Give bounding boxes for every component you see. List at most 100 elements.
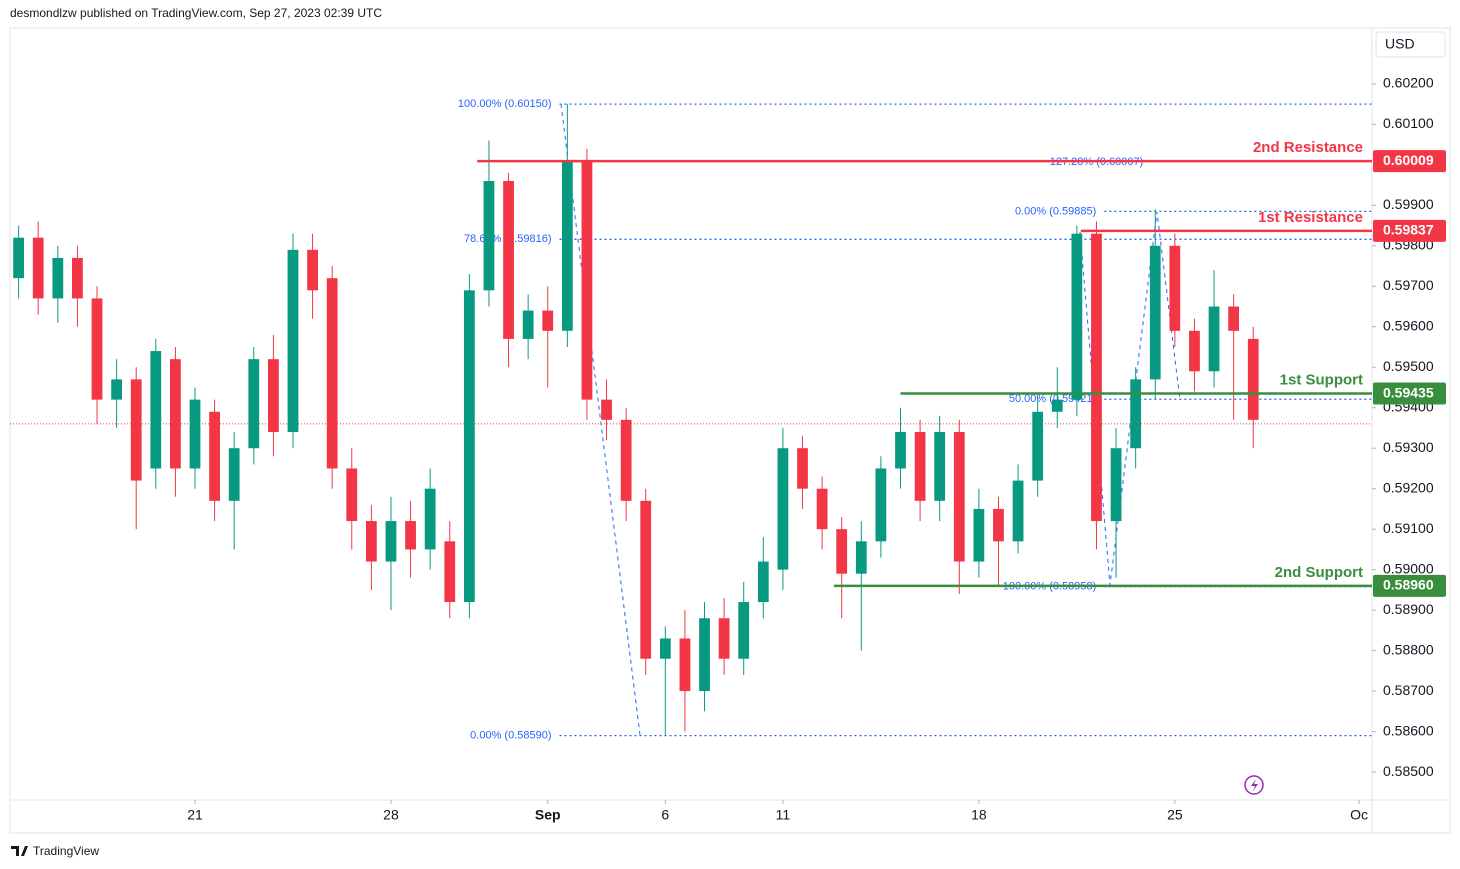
candle-body: [855, 541, 867, 574]
level-badge: [1373, 150, 1446, 173]
candle-body: [836, 529, 848, 574]
chart-frame: [9, 27, 1451, 834]
candle-body: [1228, 306, 1240, 331]
candle-body: [699, 618, 710, 692]
candle-body: [522, 310, 534, 339]
level-name: 2nd Support: [1275, 564, 1363, 581]
level-badge: [1373, 382, 1446, 405]
x-tick-label: Oc: [1350, 807, 1368, 823]
candle-body: [287, 249, 299, 433]
candle-body: [718, 618, 730, 659]
candle-body: [150, 351, 162, 469]
level-badge-label: 0.59435: [1383, 384, 1434, 400]
candle-body: [72, 257, 83, 299]
candle-body: [1051, 399, 1063, 412]
level-name: 1st Support: [1280, 372, 1363, 389]
candle-body: [914, 432, 926, 501]
candle-body: [111, 379, 122, 400]
candle-body: [875, 468, 887, 542]
candle-body: [1149, 245, 1161, 380]
candle-body: [1012, 480, 1024, 542]
level-badge-label: 0.58960: [1383, 577, 1434, 593]
candle-body: [52, 257, 64, 299]
candle-body: [679, 638, 691, 692]
x-tick-label: Sep: [535, 807, 561, 823]
candle-body: [32, 237, 44, 299]
candle-body: [130, 379, 142, 481]
logo-text: TradingView: [33, 844, 99, 858]
candle-body: [953, 432, 965, 562]
candle-body: [444, 541, 456, 603]
candle-body: [483, 181, 495, 291]
x-tick-label: 28: [383, 807, 399, 823]
x-tick-label: 21: [187, 807, 203, 823]
candle-body: [228, 448, 240, 501]
currency-box[interactable]: [1375, 31, 1446, 58]
candle-body: [620, 419, 632, 501]
candle-body: [307, 249, 318, 291]
y-tick-label: 0.60100: [1383, 115, 1434, 131]
candle-body: [581, 160, 593, 400]
candle-body: [248, 359, 260, 449]
candle-body: [326, 278, 338, 469]
fib-connectors: [560, 103, 1181, 736]
y-tick-label: 0.58600: [1383, 722, 1434, 738]
candle-body: [1189, 330, 1200, 372]
candle-body: [1169, 245, 1181, 331]
candle-body: [816, 488, 828, 530]
candle-body: [463, 290, 475, 603]
candle-body: [777, 448, 789, 570]
y-tick-label: 0.59700: [1383, 277, 1434, 293]
level-badge: [1373, 574, 1446, 597]
candle-body: [503, 181, 514, 339]
candle-body: [1091, 233, 1102, 522]
candle-body: [757, 561, 769, 603]
fib-label: 0.00% (0.58590): [470, 730, 551, 742]
candle-body: [640, 500, 652, 659]
level-badge-label: 0.60009: [1383, 152, 1434, 168]
candle-body: [1208, 306, 1220, 372]
candle-body: [934, 432, 946, 501]
candle-body: [267, 359, 279, 433]
level-badge-label: 0.59837: [1383, 222, 1434, 238]
y-tick-label: 0.59500: [1383, 358, 1434, 374]
y-tick-label: 0.58500: [1383, 763, 1434, 779]
candle-body: [365, 521, 377, 562]
alert-bolt: [1251, 779, 1258, 791]
y-tick-label: 0.58700: [1383, 682, 1434, 698]
footer-logo: TradingView: [11, 844, 99, 858]
x-tick-label: 25: [1167, 807, 1183, 823]
candle-body: [424, 488, 436, 550]
candle-body: [209, 411, 220, 501]
candle-body: [601, 399, 612, 420]
alert-circle[interactable]: [1244, 775, 1264, 795]
candle-body: [91, 298, 103, 400]
candle-body: [738, 602, 750, 659]
currency: USD: [1385, 36, 1415, 52]
y-tick-label: 0.59300: [1383, 439, 1434, 455]
y-tick-label: 0.59600: [1383, 317, 1434, 333]
y-tick-label: 0.59000: [1383, 560, 1434, 576]
candle-body: [385, 521, 397, 562]
x-tick-label: 11: [776, 807, 791, 823]
candle-body: [659, 638, 671, 659]
candle-body: [1247, 338, 1259, 420]
candle-body: [1110, 448, 1122, 522]
fib-label: 0.00% (0.59885): [1015, 205, 1096, 217]
y-tick-label: 0.58900: [1383, 601, 1434, 617]
candle-body: [405, 521, 416, 550]
candle-body: [797, 448, 808, 489]
y-tick-label: 0.60200: [1383, 75, 1434, 91]
alert-icon[interactable]: [1244, 775, 1264, 795]
candle-body: [346, 468, 358, 522]
candle-body: [993, 508, 1004, 542]
y-tick-label: 0.58800: [1383, 641, 1434, 657]
logo-icon: [11, 846, 28, 856]
fib-connector: [560, 103, 641, 736]
publish-info: desmondlzw published on TradingView.com,…: [10, 6, 382, 20]
y-tick-label: 0.59900: [1383, 196, 1434, 212]
candle-body: [561, 160, 573, 331]
y-tick-label: 0.59200: [1383, 479, 1434, 495]
